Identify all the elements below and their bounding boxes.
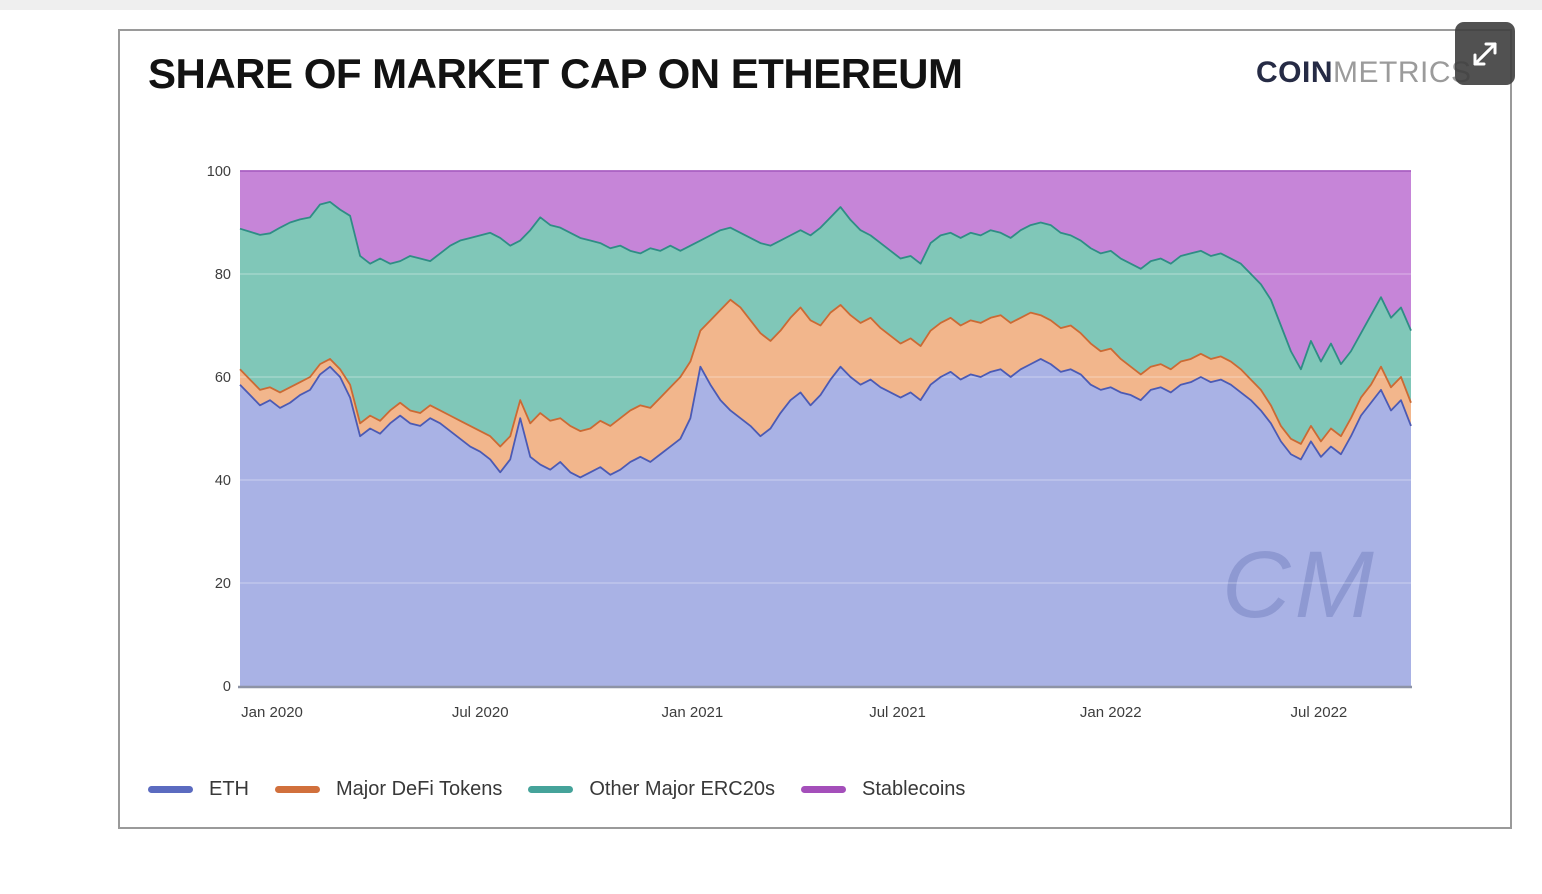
expand-button[interactable] bbox=[1455, 22, 1515, 85]
chart-legend: ETH Major DeFi Tokens Other Major ERC20s… bbox=[148, 778, 991, 801]
expand-arrows-icon bbox=[1473, 42, 1497, 65]
legend-swatch bbox=[275, 786, 320, 793]
legend-item-eth[interactable]: ETH bbox=[148, 778, 249, 801]
legend-label: ETH bbox=[209, 778, 249, 800]
coinmetrics-logo: COINMETRICS bbox=[1256, 56, 1472, 90]
chart-title: SHARE OF MARKET CAP ON ETHEREUM bbox=[148, 50, 963, 97]
legend-swatch bbox=[800, 786, 846, 793]
chart-card bbox=[118, 29, 1512, 829]
legend-label: Stablecoins bbox=[861, 778, 966, 800]
window-top-strip bbox=[0, 0, 1542, 10]
legend-item-stablecoins[interactable]: Stablecoins bbox=[800, 778, 966, 801]
legend-item-defi[interactable]: Major DeFi Tokens bbox=[275, 778, 502, 801]
legend-item-erc20[interactable]: Other Major ERC20s bbox=[528, 778, 775, 801]
legend-label: Other Major ERC20s bbox=[589, 778, 775, 800]
legend-swatch bbox=[528, 786, 574, 793]
legend-label: Major DeFi Tokens bbox=[336, 778, 503, 800]
logo-coin: COIN bbox=[1256, 56, 1333, 89]
logo-metrics: METRICS bbox=[1333, 56, 1472, 89]
legend-swatch bbox=[148, 786, 193, 793]
